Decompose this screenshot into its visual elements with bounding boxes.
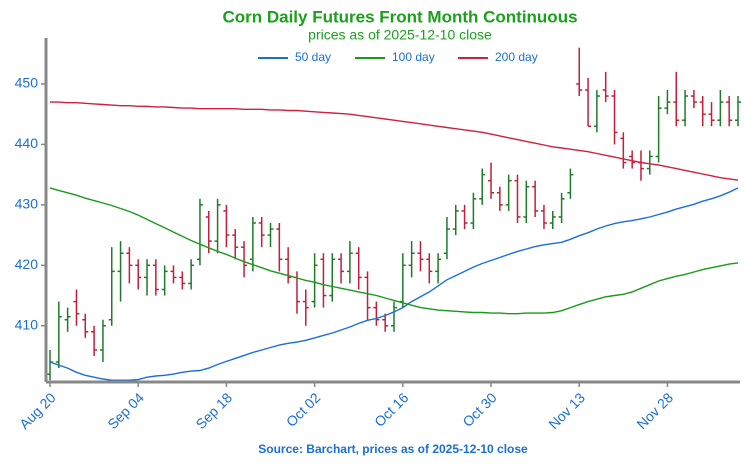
legend-label: 100 day xyxy=(392,50,435,64)
y-tick-label: 420 xyxy=(15,256,39,272)
x-tick-label: Nov 13 xyxy=(545,389,588,432)
legend-label: 200 day xyxy=(495,50,538,64)
y-tick-label: 440 xyxy=(15,135,39,151)
ma-line xyxy=(50,101,739,181)
ma-line xyxy=(49,187,739,381)
x-tick-label: Oct 30 xyxy=(459,389,500,430)
y-tick-label: 410 xyxy=(15,316,39,332)
x-tick-label: Sep 04 xyxy=(104,389,147,432)
x-tick-label: Oct 16 xyxy=(371,389,412,430)
x-tick-label: Oct 02 xyxy=(283,389,324,430)
x-tick-label: Aug 20 xyxy=(16,389,59,432)
y-tick-label: 430 xyxy=(15,196,39,212)
source-note: Source: Barchart, prices as of 2025-12-1… xyxy=(258,442,528,456)
x-tick-label: Nov 28 xyxy=(633,389,676,432)
chart-subtitle: prices as of 2025-12-10 close xyxy=(308,27,492,43)
ma-line xyxy=(49,187,739,315)
chart-title: Corn Daily Futures Front Month Continuou… xyxy=(222,7,577,26)
legend-label: 50 day xyxy=(295,50,331,64)
y-tick-label: 450 xyxy=(15,75,39,91)
x-tick-label: Sep 18 xyxy=(192,389,235,432)
